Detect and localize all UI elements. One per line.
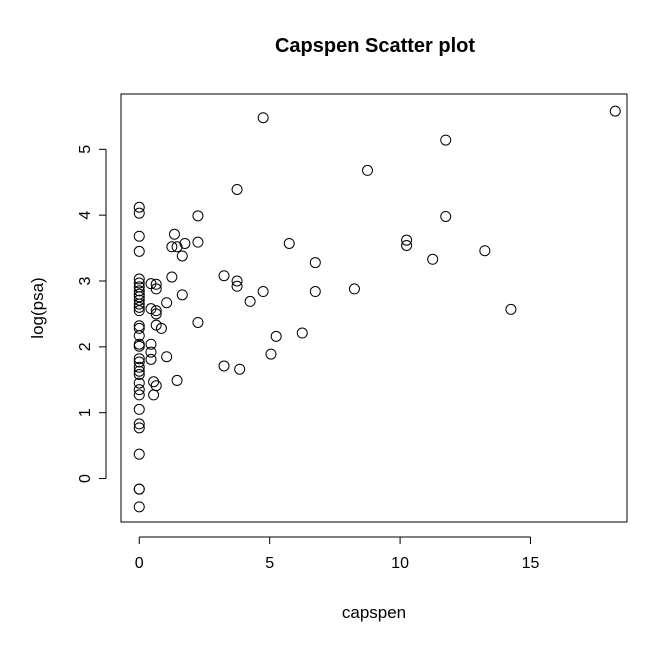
y-axis-label: log(psa)	[28, 277, 47, 338]
data-point	[231, 280, 243, 292]
data-point	[133, 281, 145, 293]
data-point	[150, 380, 162, 392]
data-point	[133, 201, 145, 213]
data-point	[133, 418, 145, 430]
data-point	[133, 377, 145, 389]
y-tick-label: 0	[77, 474, 94, 483]
data-point	[171, 374, 183, 386]
y-tick-label: 5	[77, 145, 94, 154]
data-point	[133, 285, 145, 297]
data-point	[133, 294, 145, 306]
y-tick-label: 4	[77, 211, 94, 220]
x-axis: 0 5 10 15	[135, 536, 540, 572]
data-point	[161, 351, 173, 363]
data-point	[361, 164, 373, 176]
data-point	[155, 322, 167, 334]
data-point	[440, 134, 452, 146]
data-point	[133, 384, 145, 396]
data-point	[401, 234, 413, 246]
data-point	[244, 295, 256, 307]
data-point	[179, 237, 191, 249]
data-point	[133, 501, 145, 513]
data-point	[150, 278, 162, 290]
data-point	[133, 230, 145, 242]
y-tick-label: 3	[77, 276, 94, 285]
data-point	[145, 338, 157, 350]
data-points	[133, 105, 621, 513]
data-point	[148, 389, 160, 401]
data-point	[192, 236, 204, 248]
data-point	[133, 305, 145, 317]
data-point	[168, 228, 180, 240]
data-point	[176, 289, 188, 301]
x-tick-label: 0	[135, 555, 144, 572]
data-point	[218, 270, 230, 282]
data-point	[309, 257, 321, 269]
data-point	[231, 275, 243, 287]
data-point	[150, 283, 162, 295]
data-point	[505, 303, 517, 315]
data-point	[265, 348, 277, 360]
data-point	[176, 250, 188, 262]
y-tick-label: 2	[77, 342, 94, 351]
data-point	[427, 253, 439, 265]
data-point	[133, 322, 145, 334]
data-point	[234, 363, 246, 375]
data-point	[192, 210, 204, 222]
data-point	[133, 389, 145, 401]
x-tick-label: 15	[522, 555, 540, 572]
data-point	[166, 241, 178, 253]
data-point	[133, 483, 145, 495]
data-point	[283, 237, 295, 249]
data-point	[401, 239, 413, 251]
data-point	[133, 207, 145, 219]
data-point	[133, 448, 145, 460]
data-point	[133, 245, 145, 257]
data-point	[150, 308, 162, 320]
data-point	[440, 210, 452, 222]
data-point	[133, 338, 145, 350]
x-tick-label: 5	[265, 555, 274, 572]
data-point	[166, 271, 178, 283]
data-point	[133, 320, 145, 332]
data-point	[133, 369, 145, 381]
y-axis: 0 1 2 3 4 5	[77, 145, 107, 483]
x-axis-label: capspen	[342, 603, 406, 622]
data-point	[133, 353, 145, 365]
data-point	[150, 305, 162, 317]
y-tick-label: 1	[77, 408, 94, 417]
data-point	[133, 361, 145, 373]
data-point	[348, 283, 360, 295]
chart-title: Capspen Scatter plot	[275, 35, 475, 57]
data-point	[133, 422, 145, 434]
data-point	[257, 286, 269, 298]
data-point	[133, 403, 145, 415]
data-point	[609, 105, 621, 117]
data-point	[133, 273, 145, 285]
data-point	[257, 112, 269, 124]
data-point	[309, 286, 321, 298]
x-tick-label: 10	[391, 555, 409, 572]
data-point	[145, 346, 157, 358]
plot-frame	[120, 93, 628, 523]
data-point	[133, 356, 145, 368]
data-point	[133, 301, 145, 313]
data-point	[479, 245, 491, 257]
data-point	[231, 183, 243, 195]
data-point	[192, 316, 204, 328]
data-point	[145, 353, 157, 365]
data-point	[133, 277, 145, 289]
data-point	[296, 327, 308, 339]
data-point	[171, 241, 183, 253]
data-point	[161, 297, 173, 309]
data-point	[133, 365, 145, 377]
data-point	[133, 288, 145, 300]
data-point	[270, 330, 282, 342]
data-point	[218, 360, 230, 372]
